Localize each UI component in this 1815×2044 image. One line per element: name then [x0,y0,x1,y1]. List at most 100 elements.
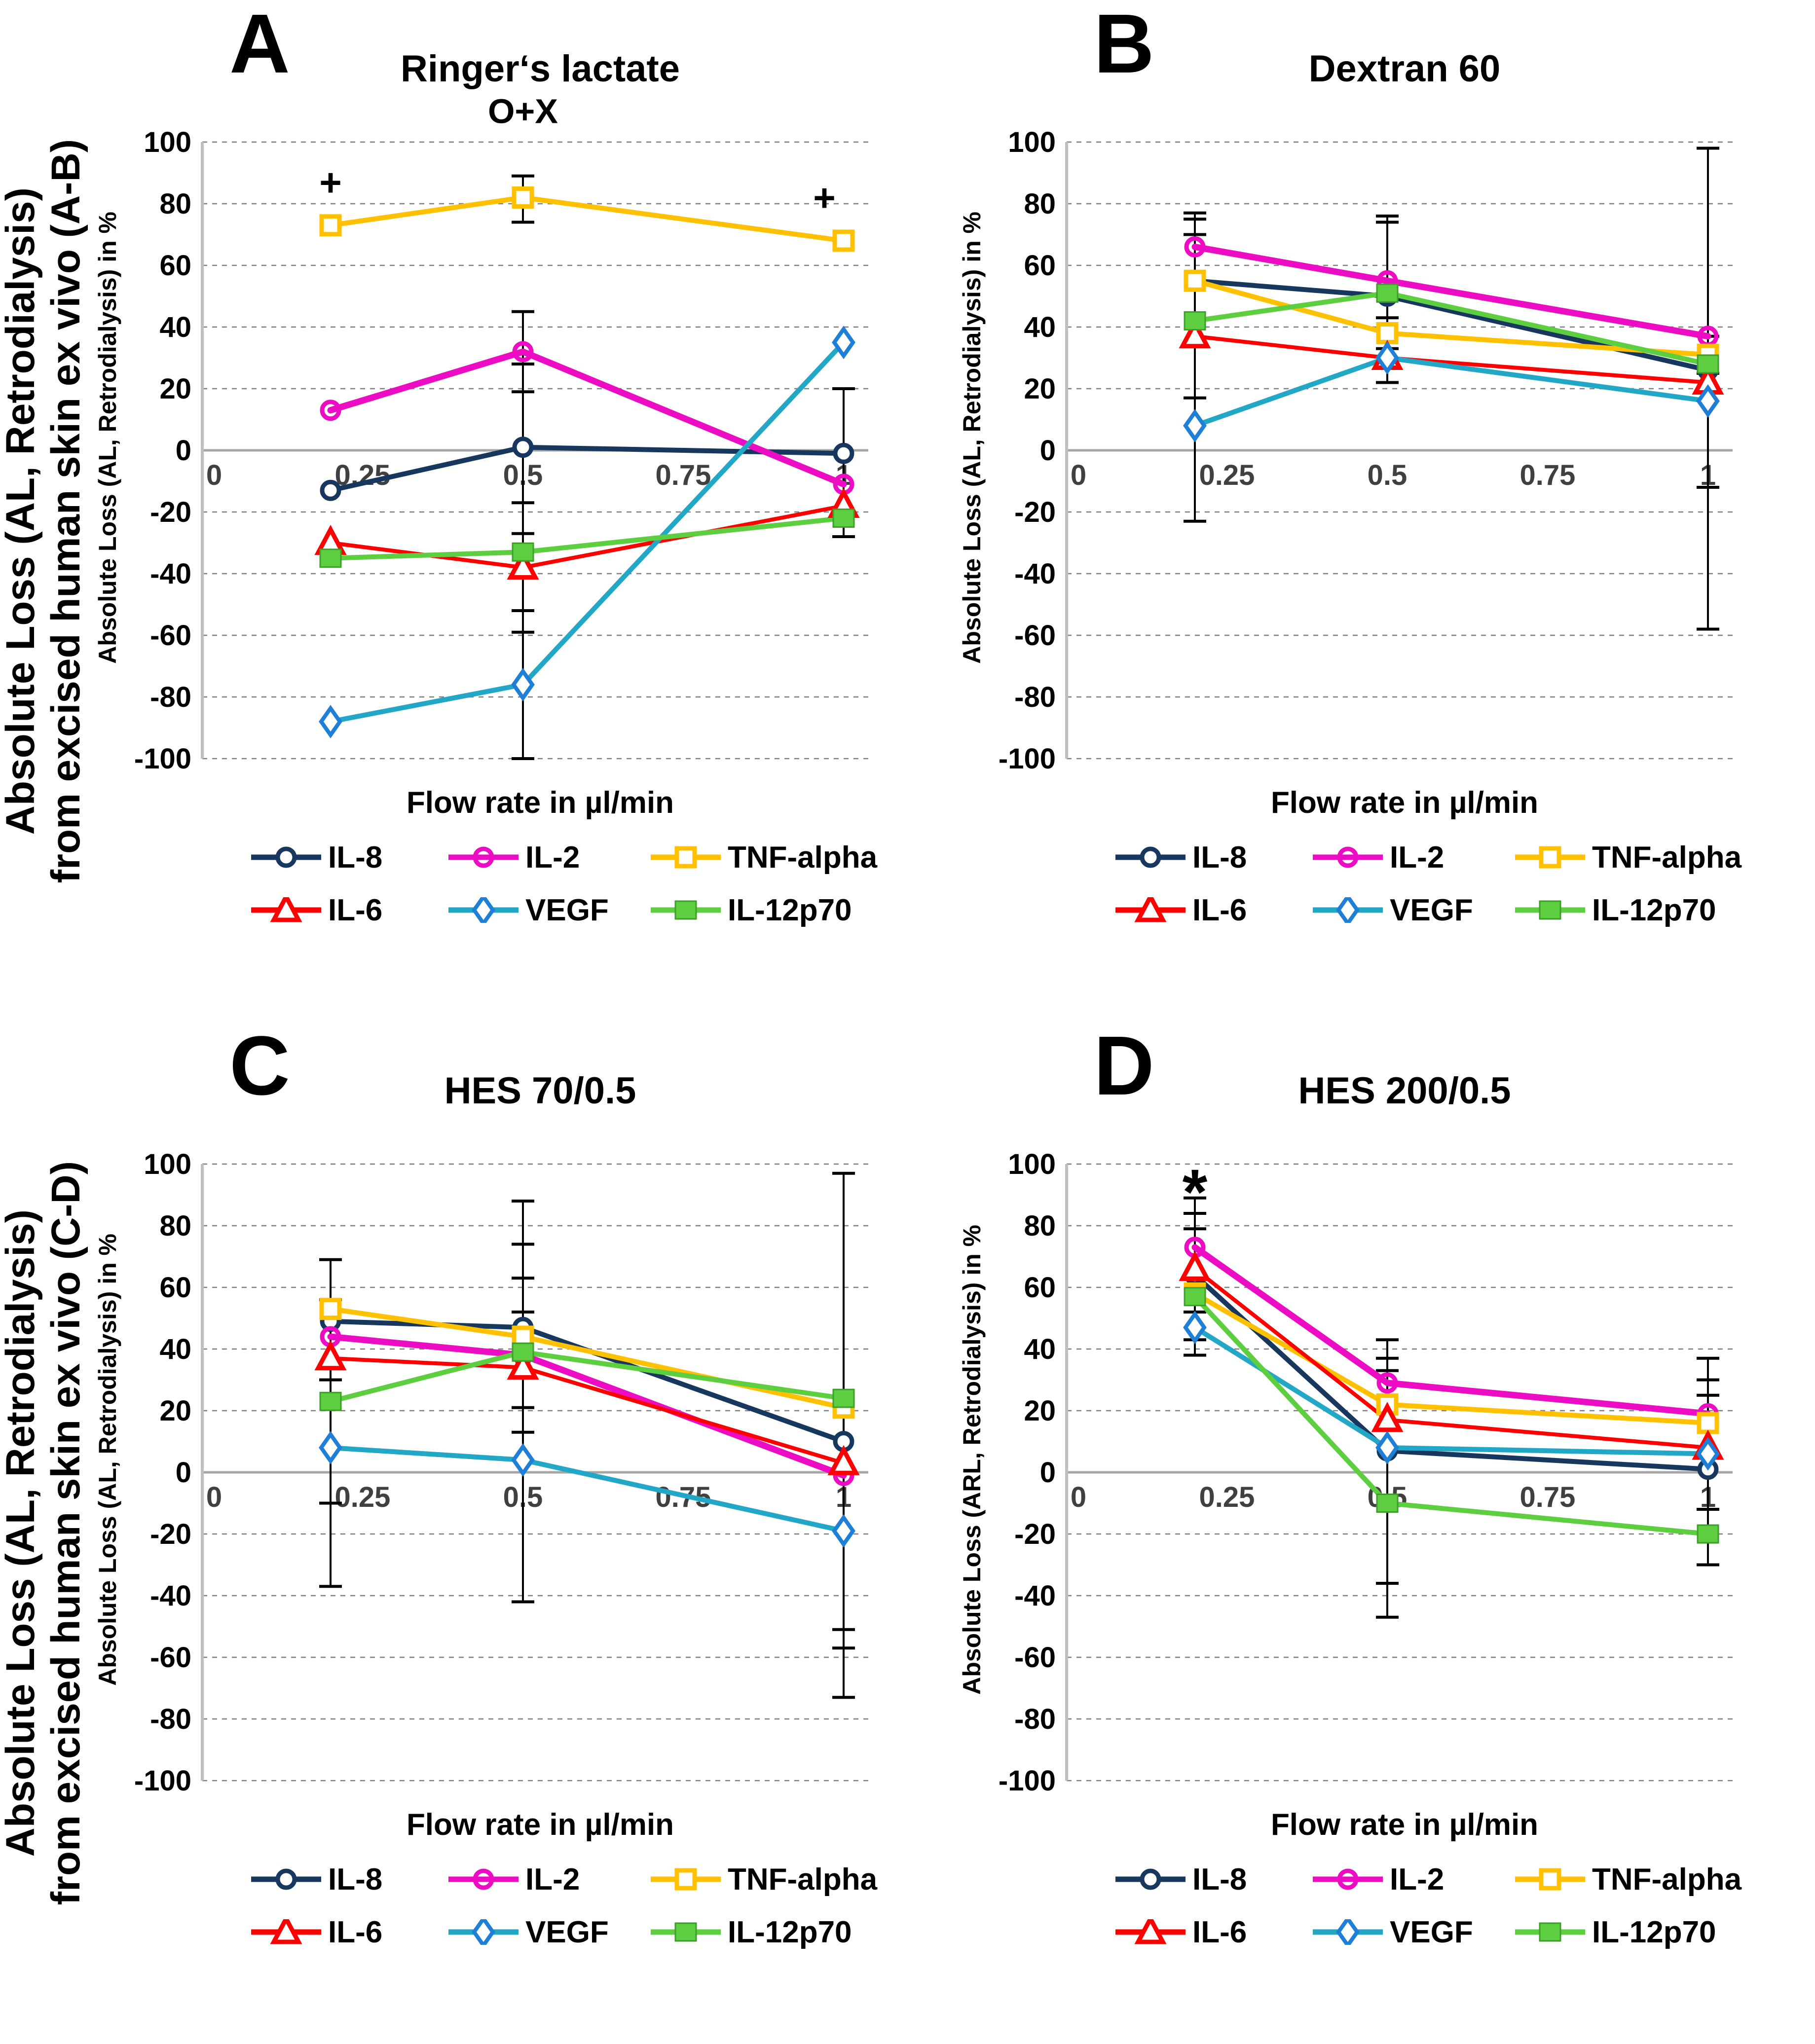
legend-label: IL-12p70 [1592,1915,1716,1949]
svg-text:20: 20 [159,373,191,405]
significance-annotation: + [813,176,836,219]
y-tick-labels: 100 80 60 40 20 0 -20 -40 -60 -80 -100 [134,1148,191,1797]
panel-letter: A [229,0,290,91]
marker-IL-12p70 [1184,311,1206,330]
legend-item-IL-12p70: IL-12p70 [649,1915,905,1950]
legend-label: IL-8 [1192,1862,1247,1897]
legend-label: IL-2 [1390,1862,1445,1897]
svg-text:0: 0 [1071,1481,1086,1513]
legend-marker-TNF-alpha [1515,846,1585,869]
marker-IL-6-legend [1134,897,1167,922]
legend-marker-IL-2 [1313,1868,1383,1890]
legend-label: TNF-alpha [728,1862,878,1897]
legend-label: IL-8 [328,840,383,875]
significance-annotation: * [1183,1156,1208,1228]
chart-panel-B: B Dextran 60 Absolute Loss (AL, Retrodia… [951,0,1815,1022]
legend-item-IL-12p70: IL-12p70 [1513,1915,1770,1950]
legend-marker-IL-8 [1115,846,1185,868]
marker-IL-12p70-legend [674,900,697,920]
marker-VEGF [1375,341,1399,375]
marker-VEGF [1696,1437,1720,1471]
svg-text:0: 0 [206,1481,222,1513]
legend-marker-IL-6 [251,897,321,922]
svg-text:0: 0 [1071,459,1086,491]
marker-IL-12p70 [1697,354,1719,374]
svg-text:-100: -100 [134,1765,191,1797]
marker-IL-12p70-legend [674,1922,697,1942]
legend-label: IL-6 [328,893,383,927]
legend-marker-IL-12p70 [651,1922,721,1942]
svg-text:100: 100 [1008,1148,1056,1180]
marker-IL-12p70 [512,1342,534,1362]
chart-panel-D: D HES 200/0.5 Absolute Loss (ARL, Retrod… [951,1022,1815,2044]
marker-IL-2 [512,341,534,363]
legend-marker-IL-6 [251,1919,321,1944]
legend-item-IL-12p70: IL-12p70 [1513,893,1770,928]
legend-label: IL-12p70 [728,1915,852,1949]
chart-panel-A: A Ringer‘s lactate Absolute Loss (AL, Re… [86,0,951,1022]
marker-IL-12p70 [319,1391,342,1411]
svg-text:100: 100 [144,126,191,158]
svg-text:20: 20 [1024,373,1056,405]
legend-item-VEGF: VEGF [446,1915,649,1950]
legend-marker-VEGF [448,897,519,923]
marker-IL-12p70 [512,542,534,562]
series-IL-6-line [1193,334,1710,385]
legend-item-VEGF: VEGF [446,893,649,928]
y-tick-labels: 100 80 60 40 20 0 -20 -40 -60 -80 -100 [999,126,1056,775]
x-axis-title: Flow rate in µl/min [406,1807,674,1842]
x-axis-title: Flow rate in µl/min [406,785,674,820]
gridlines [202,141,868,760]
y-tick-labels: 100 80 60 40 20 0 -20 -40 -60 -80 -100 [134,126,191,775]
chart-plot-area: 100 80 60 40 20 0 -20 -40 -60 -80 -100 0 0.25 0.5 0.75… [993,93,1752,783]
significance-annotation: O+X [488,93,558,131]
marker-VEGF [511,1443,535,1477]
svg-text:-40: -40 [150,558,191,590]
marker-IL-8 [320,479,341,501]
series-IL-2-line [327,348,847,488]
svg-text:0: 0 [176,435,191,467]
row-label-cd: Absolute Loss (AL, Retrodialysis) from e… [0,1022,88,2044]
marker-IL-8 [512,437,534,458]
legend-item-TNF-alpha: TNF-alpha [1513,840,1770,875]
marker-IL-12p70-legend [1539,1922,1561,1942]
marker-IL-12p70-legend [1539,900,1561,920]
chart-legend: IL-8 IL-2 TNF-alpha IL-6 VEGF IL-12p70 [249,840,951,928]
svg-text:0.25: 0.25 [335,1481,391,1513]
legend-item-TNF-alpha: TNF-alpha [649,1862,905,1897]
legend-label: VEGF [1390,893,1473,927]
marker-VEGF [319,704,342,738]
marker-IL-12p70 [832,1388,855,1408]
marker-TNF-alpha [1184,269,1206,292]
svg-text:-60: -60 [1014,620,1056,652]
marker-VEGF [832,326,855,359]
marker-IL-2-legend [473,846,494,868]
legend-label: VEGF [525,893,609,927]
legend-marker-IL-2 [448,846,519,868]
legend-label: IL-8 [328,1862,383,1897]
svg-text:-60: -60 [150,1642,191,1674]
chart-title: Dextran 60 [1308,48,1501,90]
svg-text:0.25: 0.25 [1199,459,1255,491]
svg-text:-20: -20 [150,496,191,528]
marker-TNF-alpha-legend [1539,846,1561,869]
svg-text:100: 100 [144,1148,191,1180]
svg-text:40: 40 [1024,311,1056,343]
x-axis-title: Flow rate in µl/min [1270,785,1539,820]
y-axis-title: Absolute Loss (AL, Retrodialysis) in % [93,1234,121,1686]
legend-marker-VEGF [1313,1919,1383,1945]
marker-IL-12p70 [1697,1524,1719,1544]
marker-IL-8-legend [275,846,297,868]
chart-svg-D: 100806040200-20-40-60-80-10000.250.50.75… [999,1148,1733,1797]
marker-VEGF [1183,1311,1207,1344]
chart-title: Ringer‘s lactate [401,48,680,90]
chart-legend: IL-8 IL-2 TNF-alpha IL-6 VEGF IL-12p70 [1113,1862,1815,1950]
marker-TNF-alpha [319,214,342,237]
legend-label: TNF-alpha [1592,840,1742,875]
series-IL-2-line [1191,1244,1711,1417]
svg-text:-40: -40 [1014,1580,1056,1612]
svg-text:0: 0 [176,1457,191,1489]
marker-IL-2-legend [1337,846,1359,868]
legend-marker-IL-6 [1115,1919,1185,1944]
